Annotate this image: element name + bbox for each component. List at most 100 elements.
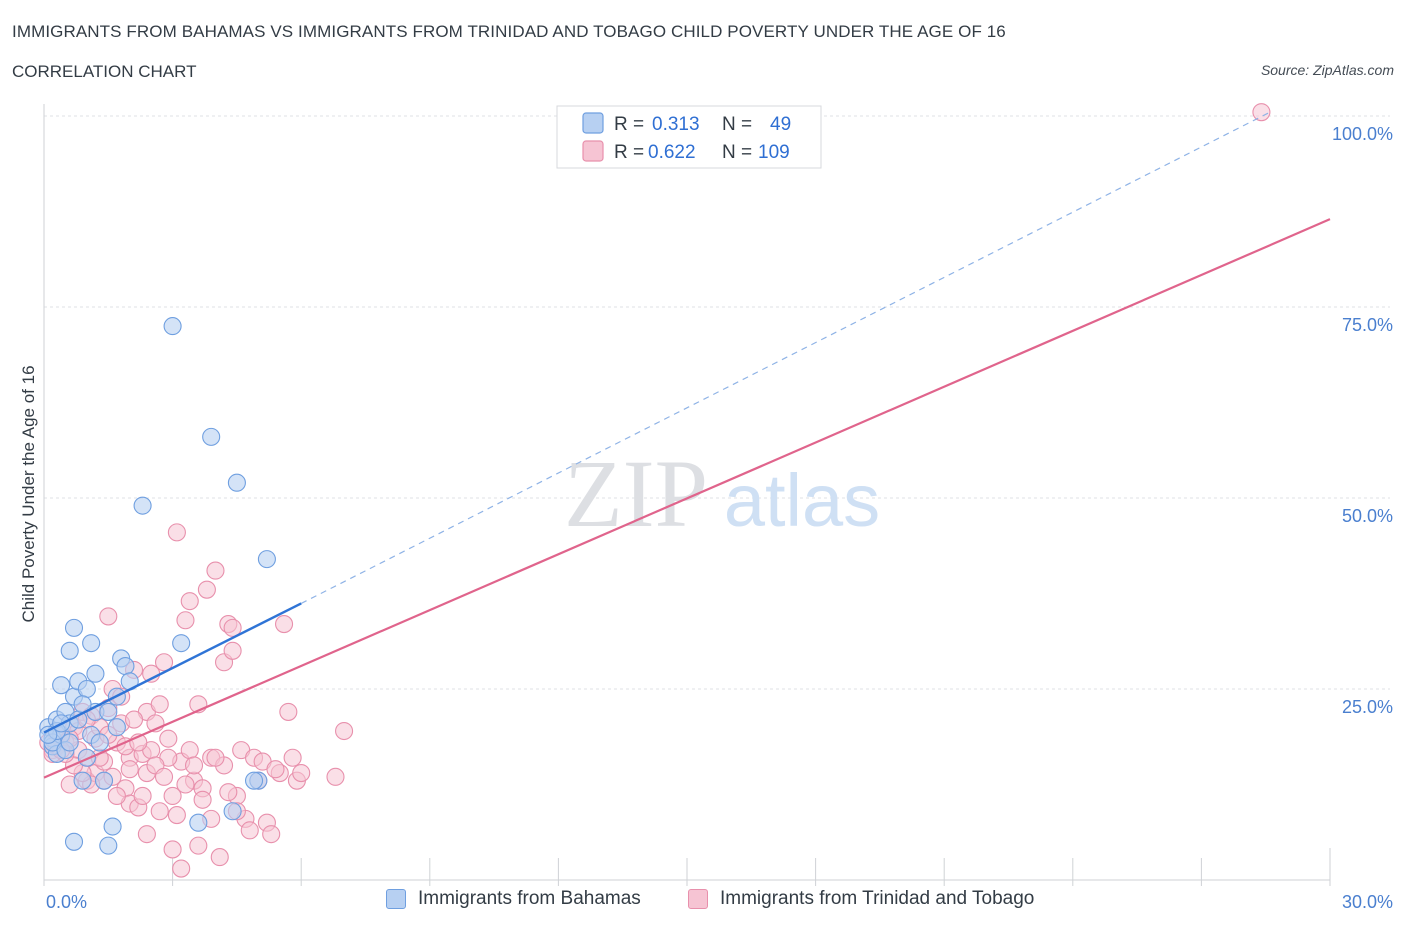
point-bahamas [77,679,96,699]
point-trinidad [193,790,212,809]
point-bahamas [77,748,96,767]
watermark: ZIP atlas [564,440,880,547]
bottom-legend-label-trinidad: Immigrants from Trinidad and Tobago [720,888,1035,909]
source-credit: Source: ZipAtlas.com [1260,62,1394,78]
legend-box: R = 0.313 N = 49 R = 0.622 N = 109 [556,105,822,169]
y-axis-label: Child Poverty Under the Age of 16 [19,365,38,622]
point-bahamas [163,317,182,336]
point-trinidad [154,767,174,786]
legend-r-label-2: R = [614,142,644,163]
point-trinidad [154,653,174,672]
point-trinidad [219,783,238,802]
point-trinidad [180,741,199,760]
point-trinidad [163,786,182,806]
point-bahamas [227,473,246,492]
point-trinidad [206,561,225,580]
point-trinidad [150,802,169,821]
point-trinidad [197,580,216,599]
legend-n-label-2: N = [722,142,752,163]
point-trinidad [335,721,354,741]
trendline-trinidad [43,218,1331,779]
legend-n-value-2: 109 [758,142,790,163]
point-bahamas [64,618,84,637]
point-trinidad [159,729,178,748]
point-bahamas [116,657,135,676]
x-tick-label-min: 0.0% [46,892,87,912]
point-trinidad [167,806,186,825]
point-trinidad [137,825,156,844]
point-trinidad [176,611,195,630]
point-bahamas [172,634,191,653]
legend-swatch-trinidad [582,140,604,162]
point-trinidad [292,763,311,783]
trendline-bahamas-extension [300,111,1271,604]
point-trinidad [124,710,144,729]
point-bahamas [90,733,109,752]
series-bahamas-points [39,317,276,855]
point-trinidad [167,523,186,542]
legend-r-value-1: 0.313 [652,114,700,135]
gridlines [44,115,1390,690]
bottom-legend-swatch-bahamas [386,889,406,909]
point-bahamas [82,634,101,653]
y-tick-label-3: 100.0% [1332,124,1393,144]
bottom-legend-trinidad: Immigrants from Trinidad and Tobago [688,888,1034,910]
trendline-bahamas [43,602,302,734]
point-trinidad [210,848,229,867]
point-trinidad [133,786,152,806]
bottom-legend: Immigrants from Bahamas Immigrants from … [0,888,1406,918]
bottom-legend-swatch-trinidad [688,889,708,909]
trendlines [43,111,1331,779]
point-trinidad [262,825,281,844]
legend-swatch-bahamas [582,112,604,134]
legend-n-value-1: 49 [770,114,791,135]
watermark-zip: ZIP [564,440,708,547]
point-bahamas [39,725,58,744]
point-trinidad [150,695,169,714]
point-bahamas [103,817,122,836]
point-trinidad [240,821,259,840]
legend-r-label-1: R = [614,114,644,135]
chart-title: IMMIGRANTS FROM BAHAMAS VS IMMIGRANTS FR… [12,22,1006,41]
point-bahamas [86,664,105,683]
point-bahamas [202,427,221,446]
point-trinidad [99,607,118,626]
point-bahamas [244,771,264,790]
point-trinidad [223,618,242,637]
point-bahamas [64,832,84,851]
point-trinidad [206,748,225,767]
x-tick-labels: 0.0% 30.0% [46,892,1393,912]
point-trinidad [326,767,345,786]
y-tick-labels: 25.0% 50.0% 75.0% 100.0% [1332,124,1393,717]
point-trinidad [189,836,208,855]
point-bahamas [107,718,126,737]
point-trinidad [180,592,199,611]
point-trinidad [279,702,298,721]
point-bahamas [257,550,276,569]
point-bahamas [99,836,118,855]
point-trinidad [1252,103,1271,122]
point-bahamas [133,496,152,515]
point-trinidad [223,641,242,660]
point-trinidad [107,786,126,806]
y-tick-label-2: 75.0% [1342,315,1393,335]
bottom-legend-label-bahamas: Immigrants from Bahamas [418,888,641,909]
point-bahamas [73,771,92,790]
point-bahamas [60,641,79,660]
point-trinidad [176,775,195,794]
point-trinidad [120,760,139,779]
point-bahamas [52,676,71,695]
point-trinidad [275,615,294,634]
point-trinidad [184,756,204,775]
point-trinidad [266,760,285,779]
y-tick-label-0: 25.0% [1342,697,1393,717]
legend-n-label-1: N = [722,114,752,135]
point-bahamas [99,702,118,721]
chart-subtitle: CORRELATION CHART [12,62,197,81]
point-bahamas [94,771,114,790]
point-bahamas [189,813,208,832]
point-bahamas [223,802,242,821]
point-trinidad [172,859,191,878]
point-bahamas [60,733,79,752]
